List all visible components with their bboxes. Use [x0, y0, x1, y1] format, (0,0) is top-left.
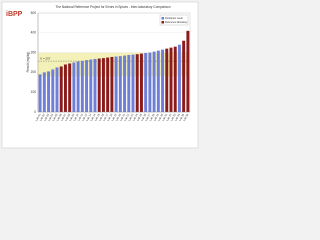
x-tick-label: Lab 05: [51, 112, 59, 121]
x-tick-label: Lab 02: [38, 112, 46, 121]
y-tick-label: 300: [31, 50, 37, 54]
x-tick-label: Lab 06: [55, 112, 63, 121]
chart-title: The National Reference Project for Error…: [56, 5, 171, 9]
legend-label: Reference laboratory: [165, 21, 188, 24]
legend-swatch: [161, 21, 164, 24]
x-tick-label: Lab 18: [106, 112, 114, 121]
x-tick-label: Lab 11: [76, 112, 84, 121]
page: {"logo": "iBPP", "chart_data": { "type":…: [0, 0, 200, 150]
legend-box: [159, 14, 189, 26]
bar: [55, 67, 59, 112]
bar: [59, 66, 63, 112]
x-tick-label: Lab 14: [89, 112, 97, 121]
bar: [72, 62, 76, 112]
x-tick-label: Lab 19: [110, 112, 118, 121]
bar: [97, 58, 101, 112]
bar: [80, 60, 84, 112]
bar: [47, 71, 51, 112]
x-tick-label: Lab 03: [43, 112, 51, 121]
bar: [131, 54, 135, 112]
x-tick-label: Lab 31: [161, 112, 169, 121]
x-tick-label: Lab 33: [169, 112, 177, 121]
x-tick-label: Lab 36: [182, 112, 190, 121]
bar: [85, 60, 89, 112]
x-tick-label: Lab 32: [165, 112, 173, 121]
legend-label: Participant result: [165, 17, 183, 20]
x-tick-label: Lab 08: [64, 112, 72, 121]
x-tick-label: Lab 09: [68, 112, 76, 121]
bar: [101, 58, 105, 112]
bar: [186, 30, 190, 112]
bar: [42, 72, 46, 112]
x-tick-label: Lab 35: [178, 112, 186, 121]
reference-band: [38, 52, 190, 77]
x-tick-label: Lab 16: [97, 112, 105, 121]
x-tick-label: Lab 17: [102, 112, 110, 121]
y-tick-label: 500: [31, 11, 37, 15]
bar: [127, 54, 131, 112]
bar: [89, 59, 93, 112]
bar: [161, 49, 165, 112]
bar: [182, 40, 186, 112]
x-tick-label: Lab 13: [85, 112, 93, 121]
bar: [135, 54, 139, 112]
bar: [148, 52, 152, 112]
bar: [110, 56, 114, 112]
y-tick-label: 200: [31, 70, 37, 74]
bar: [68, 63, 72, 112]
bar: [173, 46, 177, 112]
bar: [152, 51, 156, 112]
reference-label: X = 257: [40, 56, 51, 60]
bar: [169, 47, 173, 112]
x-tick-label: Lab 24: [131, 112, 139, 121]
chart: iBPP The National Reference Project for …: [1, 1, 199, 149]
x-tick-label: Lab 30: [157, 112, 165, 121]
bar: [118, 56, 122, 112]
bar: [165, 48, 169, 112]
x-tick-label: Lab 04: [47, 112, 55, 121]
x-tick-label: Lab 22: [123, 112, 131, 121]
x-tick-label: Lab 07: [59, 112, 67, 121]
y-tick-label: 100: [31, 90, 37, 94]
x-tick-label: Lab 21: [119, 112, 127, 121]
bar: [177, 44, 181, 112]
bar: [76, 61, 80, 112]
x-tick-label: Lab 27: [144, 112, 152, 121]
x-tick-label: Lab 28: [148, 112, 156, 121]
bar: [51, 69, 55, 112]
y-axis-label: Result (mg/kg): [26, 52, 30, 73]
bar: [123, 55, 127, 112]
bar: [93, 58, 97, 112]
y-tick-label: 400: [31, 31, 37, 35]
logo: iBPP: [6, 11, 23, 18]
x-tick-label: Lab 29: [152, 112, 160, 121]
x-tick-label: Lab 26: [140, 112, 148, 121]
x-tick-label: Lab 15: [93, 112, 101, 121]
x-tick-label: Lab 01: [34, 112, 42, 121]
x-tick-label: Lab 23: [127, 112, 135, 121]
bar: [63, 64, 67, 112]
bar: [156, 50, 160, 112]
x-tick-label: Lab 34: [173, 112, 181, 121]
x-tick-label: Lab 25: [135, 112, 143, 121]
x-tick-label: Lab 10: [72, 112, 80, 121]
bar: [114, 56, 118, 112]
bar: [144, 52, 148, 112]
bar: [106, 57, 110, 112]
x-tick-label: Lab 20: [114, 112, 122, 121]
x-tick-label: Lab 12: [81, 112, 89, 121]
legend-swatch: [161, 17, 164, 20]
y-tick-label: 0: [34, 110, 36, 114]
bar: [38, 74, 42, 112]
bar: [139, 53, 143, 112]
